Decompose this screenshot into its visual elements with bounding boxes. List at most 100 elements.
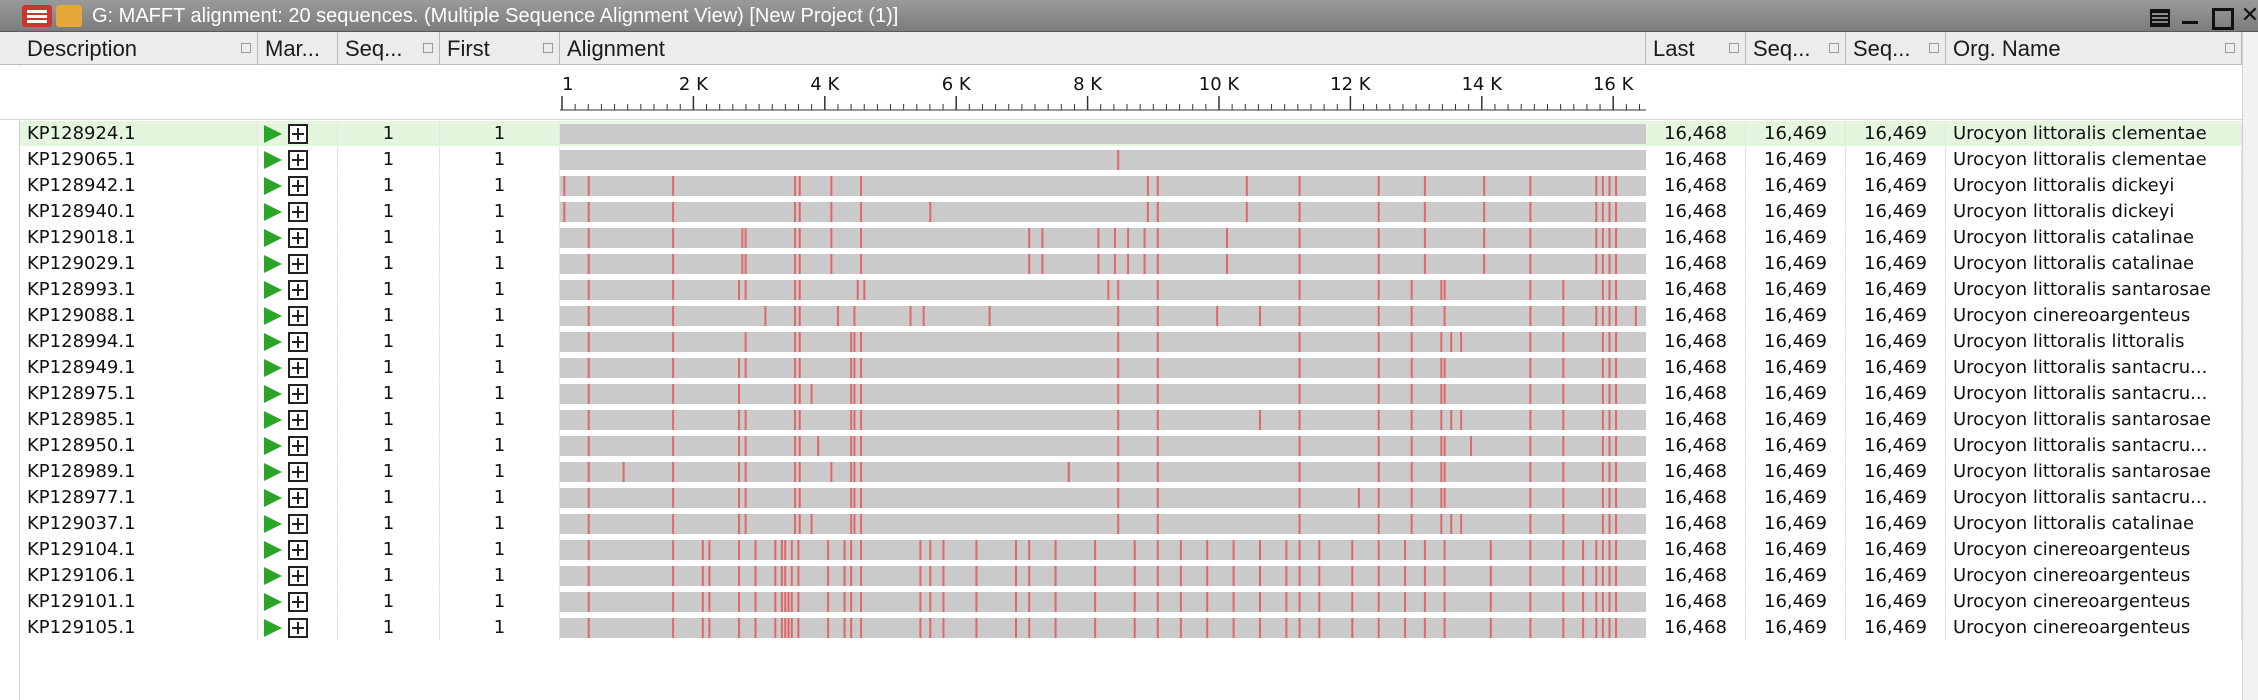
app-menu-icon[interactable]: [22, 5, 52, 27]
table-row[interactable]: KP128985.1 1 1 16,468 16,469 16,469 Urocyon li…: [0, 407, 2258, 433]
play-icon[interactable]: [264, 203, 282, 221]
table-row[interactable]: KP128949.1 1 1 16,468 16,469 16,469 Urocyon li…: [0, 355, 2258, 381]
table-row[interactable]: KP128994.1 1 1 16,468 16,469 16,469 Urocyon li…: [0, 329, 2258, 355]
column-header-alignment[interactable]: Alignment: [560, 32, 1646, 65]
table-row[interactable]: KP128989.1 1 1 16,468 16,469 16,469 Urocyon li…: [0, 459, 2258, 485]
alignment-bar[interactable]: [560, 176, 1646, 196]
expand-plus-icon[interactable]: [288, 514, 308, 534]
table-row[interactable]: KP128942.1 1 1 16,468 16,469 16,469 Urocyon li…: [0, 173, 2258, 199]
play-icon[interactable]: [264, 411, 282, 429]
alignment-track[interactable]: [560, 511, 1646, 536]
column-header-sequence-length[interactable]: Seq...: [1746, 32, 1846, 65]
alignment-track[interactable]: [560, 381, 1646, 406]
alignment-track[interactable]: [560, 147, 1646, 172]
column-header-marker[interactable]: Mar...: [258, 32, 338, 65]
play-icon[interactable]: [264, 385, 282, 403]
alignment-track[interactable]: [560, 277, 1646, 302]
expand-plus-icon[interactable]: [288, 150, 308, 170]
alignment-track[interactable]: [560, 251, 1646, 276]
play-icon[interactable]: [264, 125, 282, 143]
play-icon[interactable]: [264, 281, 282, 299]
right-scroll-edge[interactable]: [2242, 32, 2258, 700]
alignment-track[interactable]: [560, 303, 1646, 328]
alignment-bar[interactable]: [560, 332, 1646, 352]
alignment-bar[interactable]: [560, 566, 1646, 586]
alignment-bar[interactable]: [560, 592, 1646, 612]
maximize-icon[interactable]: [2208, 4, 2234, 30]
alignment-bar[interactable]: [560, 358, 1646, 378]
alignment-bar[interactable]: [560, 202, 1646, 222]
expand-plus-icon[interactable]: [288, 618, 308, 638]
alignment-track[interactable]: [560, 173, 1646, 198]
alignment-bar[interactable]: [560, 488, 1646, 508]
expand-plus-icon[interactable]: [288, 384, 308, 404]
expand-plus-icon[interactable]: [288, 176, 308, 196]
play-icon[interactable]: [264, 151, 282, 169]
expand-plus-icon[interactable]: [288, 202, 308, 222]
alignment-bar[interactable]: [560, 540, 1646, 560]
table-row[interactable]: KP129037.1 1 1 16,468 16,469 16,469 Urocyon li…: [0, 511, 2258, 537]
alignment-bar[interactable]: [560, 150, 1646, 170]
play-icon[interactable]: [264, 619, 282, 637]
alignment-track[interactable]: [560, 355, 1646, 380]
column-sort-icon[interactable]: [1829, 43, 1839, 53]
column-header-sequence-length-2[interactable]: Seq...: [1846, 32, 1946, 65]
alignment-bar[interactable]: [560, 462, 1646, 482]
alignment-track[interactable]: [560, 199, 1646, 224]
expand-plus-icon[interactable]: [288, 462, 308, 482]
column-sort-icon[interactable]: [1929, 43, 1939, 53]
column-header-sequence[interactable]: Seq...: [338, 32, 440, 65]
table-row[interactable]: KP128975.1 1 1 16,468 16,469 16,469 Urocyon li…: [0, 381, 2258, 407]
expand-plus-icon[interactable]: [288, 332, 308, 352]
expand-plus-icon[interactable]: [288, 228, 308, 248]
alignment-bar[interactable]: [560, 124, 1646, 144]
column-sort-icon[interactable]: [2225, 43, 2235, 53]
alignment-bar[interactable]: [560, 228, 1646, 248]
alignment-bar[interactable]: [560, 618, 1646, 638]
table-row[interactable]: KP128977.1 1 1 16,468 16,469 16,469 Urocyon li…: [0, 485, 2258, 511]
table-row[interactable]: KP129065.1 1 1 16,468 16,469 16,469 Urocyon li…: [0, 147, 2258, 173]
play-icon[interactable]: [264, 255, 282, 273]
alignment-track[interactable]: [560, 459, 1646, 484]
expand-plus-icon[interactable]: [288, 124, 308, 144]
alignment-bar[interactable]: [560, 254, 1646, 274]
alignment-track[interactable]: [560, 615, 1646, 640]
table-row[interactable]: KP129018.1 1 1 16,468 16,469 16,469 Urocyon li…: [0, 225, 2258, 251]
play-icon[interactable]: [264, 177, 282, 195]
alignment-bar[interactable]: [560, 410, 1646, 430]
table-row[interactable]: KP128940.1 1 1 16,468 16,469 16,469 Urocyon li…: [0, 199, 2258, 225]
expand-plus-icon[interactable]: [288, 280, 308, 300]
expand-plus-icon[interactable]: [288, 566, 308, 586]
expand-plus-icon[interactable]: [288, 592, 308, 612]
expand-plus-icon[interactable]: [288, 410, 308, 430]
column-header-org-name[interactable]: Org. Name: [1946, 32, 2242, 65]
table-row[interactable]: KP129088.1 1 1 16,468 16,469 16,469 Urocyon ci…: [0, 303, 2258, 329]
table-row[interactable]: KP128924.1 1 1 16,468 16,469 16,469 Urocyon li…: [0, 121, 2258, 147]
alignment-track[interactable]: [560, 433, 1646, 458]
play-icon[interactable]: [264, 333, 282, 351]
minimize-icon[interactable]: [2178, 4, 2202, 28]
alignment-track[interactable]: [560, 329, 1646, 354]
play-icon[interactable]: [264, 229, 282, 247]
alignment-track[interactable]: [560, 121, 1646, 146]
play-icon[interactable]: [264, 541, 282, 559]
play-icon[interactable]: [264, 359, 282, 377]
column-header-first[interactable]: First: [440, 32, 560, 65]
table-row[interactable]: KP128950.1 1 1 16,468 16,469 16,469 Urocyon li…: [0, 433, 2258, 459]
table-row[interactable]: KP129101.1 1 1 16,468 16,469 16,469 Urocyon ci…: [0, 589, 2258, 615]
alignment-track[interactable]: [560, 537, 1646, 562]
close-icon[interactable]: ✕: [2240, 3, 2258, 28]
column-header-last[interactable]: Last: [1646, 32, 1746, 65]
alignment-bar[interactable]: [560, 514, 1646, 534]
expand-plus-icon[interactable]: [288, 488, 308, 508]
window-menu-icon[interactable]: [2146, 4, 2170, 28]
play-icon[interactable]: [264, 307, 282, 325]
expand-plus-icon[interactable]: [288, 306, 308, 326]
alignment-track[interactable]: [560, 589, 1646, 614]
column-sort-icon[interactable]: [423, 43, 433, 53]
table-row[interactable]: KP128993.1 1 1 16,468 16,469 16,469 Urocyon li…: [0, 277, 2258, 303]
column-sort-icon[interactable]: [241, 43, 251, 53]
alignment-bar[interactable]: [560, 306, 1646, 326]
expand-plus-icon[interactable]: [288, 254, 308, 274]
